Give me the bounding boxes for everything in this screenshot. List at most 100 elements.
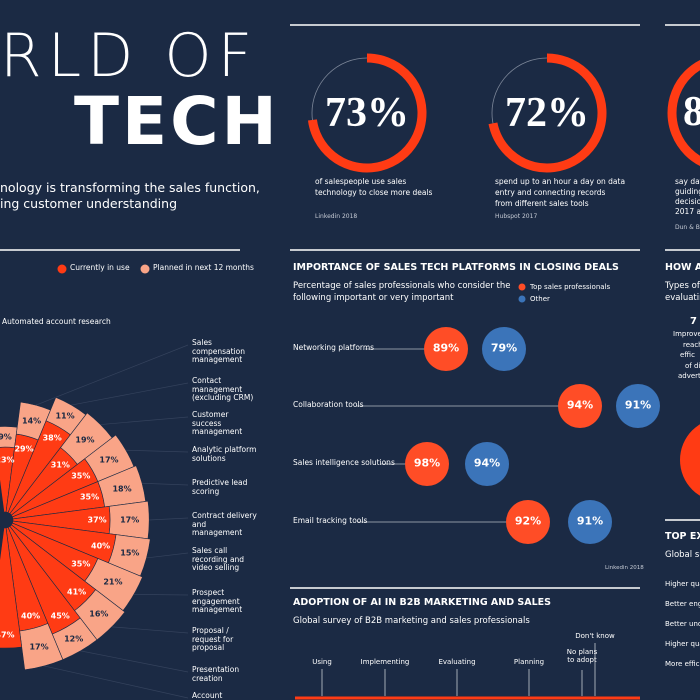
- category-label: Evaluating: [438, 657, 476, 666]
- value-label: 21%: [103, 577, 123, 587]
- section-subtitle: evaluating: [665, 293, 700, 303]
- dot-label: 91%: [624, 398, 652, 412]
- source: Linkedin 2018: [605, 565, 644, 571]
- body-text: advertis: [678, 372, 700, 380]
- dot-label: 94%: [566, 398, 594, 412]
- leader-line: [44, 665, 189, 699]
- category-label: Predictive lead scoring: [192, 478, 248, 496]
- body-text: Improve: [673, 330, 700, 338]
- dot-label: 91%: [576, 514, 604, 528]
- stat-caption: 2017 an: [675, 207, 700, 216]
- dot-label: 89%: [432, 341, 460, 355]
- category-label: Using: [312, 657, 332, 666]
- value-label: 35%: [71, 559, 91, 569]
- leader-line: [111, 626, 189, 634]
- section-title: IMPORTANCE OF SALES TECH PLATFORMS IN CL…: [293, 262, 619, 273]
- value-label: 41%: [67, 587, 87, 597]
- leader-line: [149, 517, 189, 521]
- subtitle: nology is transforming the sales functio…: [0, 180, 260, 195]
- leader-line: [71, 382, 189, 406]
- item-label: More effic: [665, 660, 700, 668]
- legend-label: Planned in next 12 months: [153, 263, 254, 272]
- category-label: Automated account research: [2, 317, 111, 326]
- stat-caption: say dat: [675, 177, 700, 186]
- category-label: Implementing: [360, 657, 410, 666]
- legend-label: Currently in use: [70, 263, 130, 272]
- value-label: 17%: [29, 642, 49, 652]
- value-label: 11%: [55, 411, 75, 421]
- title: TECH: [74, 83, 280, 160]
- value-label: 35%: [71, 471, 91, 481]
- leader-line: [142, 482, 189, 486]
- item-label: Higher qua: [665, 580, 700, 588]
- title: RLD OF: [0, 21, 259, 91]
- section-title: TOP EX: [665, 531, 700, 542]
- leader-line: [146, 552, 189, 559]
- dot: [558, 384, 602, 428]
- category-label: Contact management (excluding CRM): [192, 376, 254, 403]
- leader-line: [125, 449, 189, 453]
- value-label: 45%: [50, 611, 70, 621]
- section-subtitle: Types of A: [665, 281, 700, 291]
- category-label: Sales compensation management: [192, 338, 246, 365]
- dot-label: 94%: [473, 456, 501, 470]
- body-text: of di: [685, 361, 700, 370]
- value-label: 29%: [14, 444, 34, 454]
- legend-marker: [518, 283, 526, 291]
- category-label: Proposal / request for proposal: [192, 626, 234, 653]
- value-label: 17%: [120, 515, 140, 525]
- dot-label: 92%: [514, 514, 542, 528]
- stat-source: Linkedin 2018: [315, 213, 358, 220]
- value-label: 38%: [42, 433, 62, 443]
- section-title: HOW AI: [665, 262, 700, 273]
- body-text: reach: [683, 340, 700, 349]
- dot: [482, 327, 526, 371]
- subtitle: ing customer understanding: [0, 196, 178, 211]
- dot: [616, 384, 660, 428]
- stat-caption: spend up to an hour a day on data: [495, 177, 626, 186]
- legend-marker: [57, 264, 67, 274]
- value-label: 37%: [87, 515, 107, 525]
- value-label: 15%: [120, 548, 140, 558]
- legend-marker: [140, 264, 150, 274]
- legend-marker: [518, 295, 526, 303]
- legend-label: Top sales professionals: [530, 283, 611, 291]
- value-label: 19%: [75, 435, 95, 445]
- section-subtitle: Global survey of B2B marketing and sales…: [293, 616, 530, 626]
- value-label: 9%: [0, 432, 12, 442]
- stat-caption: from different sales tools: [495, 199, 589, 208]
- section-subtitle: Percentage of sales professionals who co…: [293, 281, 511, 291]
- dot: [506, 500, 550, 544]
- legend-label: Other: [530, 295, 550, 303]
- stat-value: 72%: [505, 89, 589, 136]
- value-label: 17%: [99, 455, 119, 465]
- body-text: effic: [680, 351, 695, 359]
- donut-arc: [488, 53, 607, 173]
- leader-line: [133, 594, 189, 596]
- stat-value: 8: [683, 89, 700, 135]
- leader-line: [100, 416, 189, 425]
- section-title: ADOPTION OF AI IN B2B MARKETING AND SALE…: [293, 597, 552, 608]
- category-label: Collaboration tools: [293, 400, 364, 409]
- dot: [465, 442, 509, 486]
- partial-circle: [680, 424, 700, 496]
- category-label: Sales call recording and video selling: [192, 546, 245, 573]
- value-label: 18%: [112, 484, 132, 494]
- polar-center: [0, 512, 13, 528]
- category-label: Networking platforms: [293, 343, 375, 352]
- stat-source: Dun & Bra: [675, 224, 700, 231]
- dot: [568, 500, 612, 544]
- leader-line: [35, 344, 189, 406]
- category-label: Contract delivery and management: [192, 511, 257, 538]
- item-label: Better und: [665, 620, 700, 628]
- leader-line: [80, 650, 189, 673]
- value-label: 14%: [22, 416, 42, 426]
- value-label: 35%: [79, 492, 100, 502]
- category-label: No plans to adopt: [566, 647, 598, 664]
- category-label: Prospect engagement management: [192, 588, 243, 615]
- dot: [405, 442, 449, 486]
- dot: [424, 327, 468, 371]
- item-label: Higher qua: [665, 640, 700, 648]
- section-subtitle: following important or very important: [293, 293, 454, 303]
